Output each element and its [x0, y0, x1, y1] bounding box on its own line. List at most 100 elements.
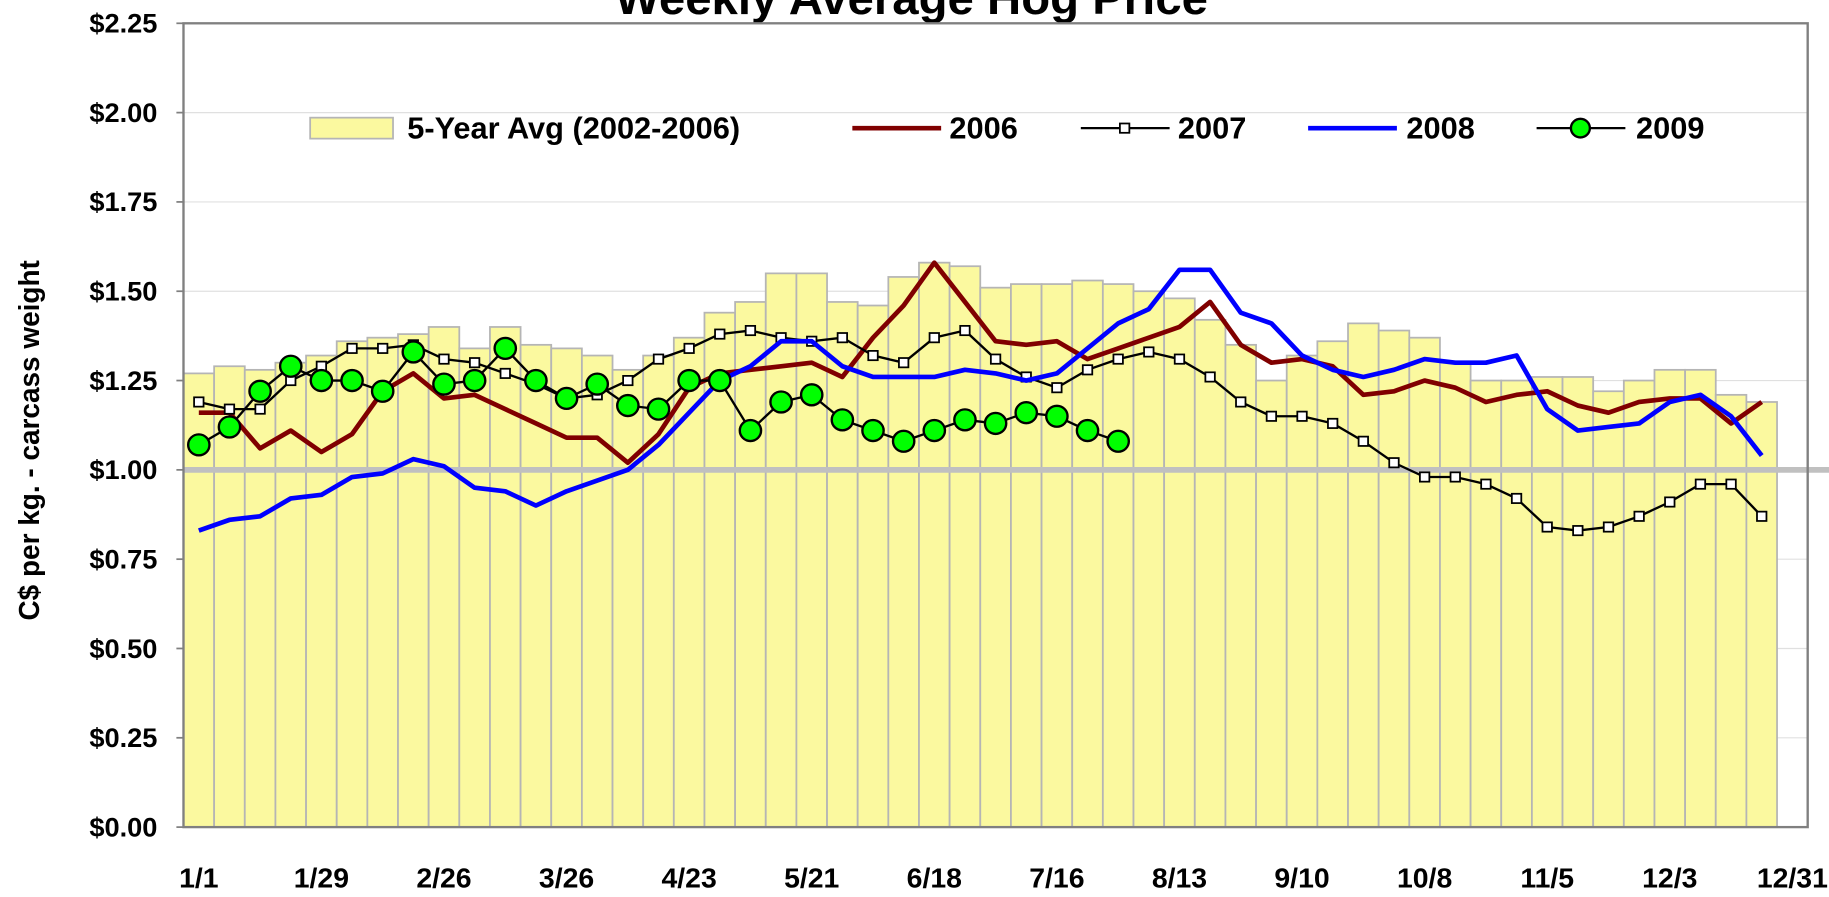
y-tick-label: $1.00	[89, 455, 157, 485]
marker	[677, 368, 701, 393]
marker	[799, 383, 824, 407]
y-tick-label: $1.75	[89, 187, 157, 217]
marker	[1075, 418, 1100, 443]
bar	[948, 265, 982, 828]
series-line	[198, 329, 1763, 532]
y-axis-label: C$ per kg. - carcass weight	[13, 260, 45, 621]
marker	[867, 350, 879, 362]
plot-border	[182, 22, 1809, 829]
marker	[493, 336, 518, 361]
bar	[795, 272, 828, 828]
marker	[646, 397, 671, 421]
marker	[370, 379, 395, 403]
bar	[1193, 318, 1227, 828]
legend-marker	[1569, 117, 1592, 139]
legend-label: 2007	[1178, 112, 1246, 146]
bar	[1530, 376, 1564, 828]
bar	[856, 304, 890, 828]
bar	[734, 301, 767, 828]
marker	[346, 342, 358, 354]
y-tick-label: $2.00	[89, 98, 157, 128]
marker	[1541, 521, 1553, 533]
marker	[959, 324, 971, 337]
x-tick-label: 12/31	[1757, 862, 1828, 894]
bar	[1592, 390, 1625, 828]
bar	[1255, 379, 1288, 828]
marker	[1265, 410, 1278, 422]
x-tick-label: 2/26	[416, 862, 471, 894]
bar	[1071, 279, 1104, 828]
bar	[918, 261, 951, 828]
marker	[744, 324, 757, 337]
bar	[1745, 401, 1778, 828]
bar	[611, 368, 645, 828]
bar	[335, 340, 369, 828]
legend-label: 2006	[949, 112, 1017, 146]
marker	[499, 367, 511, 379]
marker	[377, 342, 389, 354]
y-tick-label: $2.25	[89, 9, 157, 39]
bar	[1163, 297, 1196, 828]
bar	[1653, 368, 1686, 828]
marker	[922, 418, 947, 443]
marker	[468, 357, 481, 369]
marker	[1051, 382, 1063, 394]
legend-label: 2009	[1636, 112, 1704, 146]
marker	[1327, 417, 1339, 429]
marker	[707, 368, 732, 393]
marker	[1602, 521, 1615, 533]
bar	[366, 336, 399, 828]
y-tick-label: $0.50	[89, 634, 157, 664]
marker	[836, 332, 848, 344]
x-tick-label: 1/29	[294, 862, 349, 894]
marker	[928, 332, 940, 344]
marker	[1106, 429, 1131, 453]
x-tick-label: 4/23	[661, 862, 716, 894]
x-tick-label: 10/8	[1397, 862, 1452, 894]
marker	[248, 379, 272, 403]
y-tick-label: $0.25	[89, 723, 157, 753]
marker	[554, 386, 579, 411]
bar	[1347, 322, 1380, 828]
x-tick-label: 9/10	[1274, 862, 1329, 894]
marker	[432, 372, 456, 396]
marker	[652, 353, 665, 365]
x-tick-label: 7/16	[1029, 862, 1084, 894]
bar	[550, 347, 583, 828]
marker	[1112, 353, 1124, 365]
legend-label: 2008	[1406, 112, 1474, 146]
marker	[1173, 353, 1186, 365]
marker	[585, 372, 610, 396]
bar	[580, 354, 614, 828]
marker	[401, 340, 426, 364]
bar	[764, 272, 798, 828]
y-tick-label: $0.00	[89, 813, 157, 843]
y-tick-label: $0.75	[89, 545, 157, 575]
marker	[223, 403, 236, 415]
bar	[213, 365, 246, 828]
marker	[1449, 471, 1461, 483]
marker	[1204, 371, 1216, 383]
x-tick-label: 12/3	[1642, 862, 1697, 894]
bar	[458, 347, 491, 828]
marker	[1633, 510, 1645, 522]
series-line	[198, 267, 1764, 533]
marker	[1480, 478, 1492, 490]
x-tick-label: 3/26	[539, 862, 594, 894]
marker	[254, 403, 266, 415]
marker	[1572, 525, 1584, 537]
bar	[1561, 376, 1595, 828]
marker	[1694, 478, 1707, 490]
marker	[186, 433, 211, 457]
bar	[1684, 368, 1717, 828]
bar	[1408, 336, 1441, 828]
marker	[1045, 404, 1069, 428]
marker	[1357, 435, 1369, 447]
bar	[1101, 283, 1135, 828]
marker	[217, 415, 242, 439]
bar	[1622, 379, 1656, 828]
chart-title: Weekly Average Hog Price	[615, 0, 1208, 24]
bar	[1500, 379, 1533, 828]
legend-marker	[1119, 122, 1131, 134]
